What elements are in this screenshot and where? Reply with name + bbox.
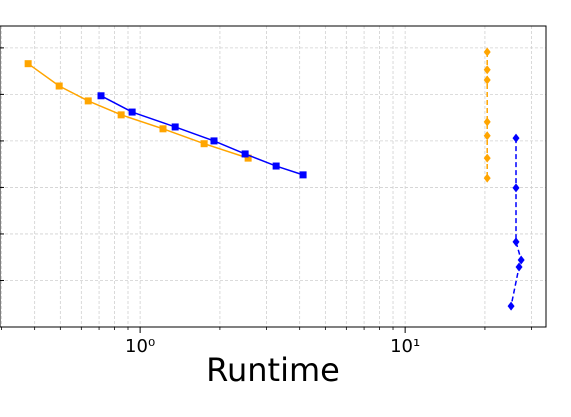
marker [483,153,491,163]
series-line [510,138,522,307]
marker [517,255,525,265]
marker [507,301,515,311]
marker [512,237,520,247]
marker [128,108,136,116]
marker [244,154,252,162]
marker [97,92,105,100]
plot-frame [0,25,547,328]
marker [210,137,218,145]
marker [483,117,491,127]
marker [55,82,63,90]
marker [241,150,249,158]
x-tick-label: 10⁰ [125,336,155,357]
marker [299,171,307,179]
marker [483,47,491,57]
marker [515,262,523,272]
marker [272,162,280,170]
marker [117,111,125,119]
x-tick-label: 10¹ [390,336,420,357]
marker [24,60,32,68]
x-axis-label: Runtime [206,351,340,389]
marker [512,183,520,193]
marker [200,140,208,148]
marker [512,133,520,143]
marker [483,131,491,141]
marker [159,125,167,133]
marker [483,75,491,85]
marker [84,97,92,105]
marker [171,123,179,131]
marker [483,173,491,183]
marker [483,65,491,75]
